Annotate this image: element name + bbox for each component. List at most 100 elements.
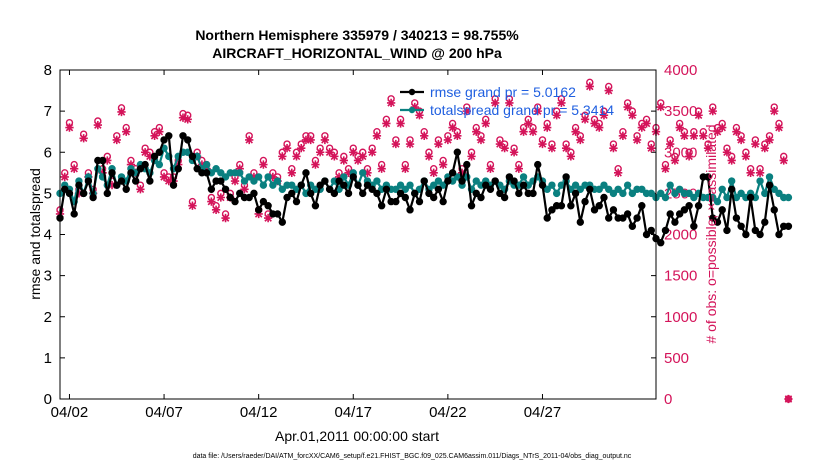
x-tick-label: 04/07 [145,404,183,421]
obs-assimilated-point [259,160,268,169]
obs-assimilated-point [481,119,490,128]
spread-point [548,181,556,189]
obs-assimilated-point [765,135,774,145]
obs-assimilated-point [609,143,618,153]
rmse-point [207,185,216,193]
obs-assimilated-point [391,139,401,149]
rmse-point [344,189,353,198]
spread-point [217,169,225,177]
y-right-tick-label: 0 [664,391,672,408]
spread-point [737,189,745,198]
obs-assimilated-point [197,160,207,169]
obs-assimilated-point [311,160,320,169]
obs-assimilated-point [70,164,79,173]
obs-assimilated-point [571,127,580,136]
rmse-point [254,206,263,214]
obs-assimilated-point [722,148,732,157]
rmse-point [685,202,693,210]
obs-assimilated-point [566,152,576,161]
rmse-point [619,214,627,222]
spread-point [288,181,296,189]
spread-point [604,185,613,193]
rmse-point [704,173,712,181]
obs-assimilated-point [315,148,325,157]
rmse-point [482,181,490,189]
obs-assimilated-point [420,131,429,140]
obs-assimilated-point [585,82,594,91]
obs-assimilated-point [632,135,642,145]
spread-point [250,177,258,185]
obs-assimilated-point [211,205,221,214]
rmse-point [690,222,698,230]
y-left-tick-label: 5 [44,185,52,202]
rmse-point [202,169,211,177]
rmse-point [453,148,462,156]
rmse-point [496,189,504,198]
rmse-point [373,189,381,198]
obs-assimilated-point [751,139,760,149]
y-right-tick-label: 1000 [664,309,697,326]
rmse-point [647,226,655,235]
rmse-point [709,214,717,222]
obs-assimilated-point [779,156,788,165]
obs-assimilated-point [117,107,126,117]
spread-point [718,185,726,193]
rmse-point [628,222,637,230]
rmse-point [486,185,495,193]
y-left-tick-label: 0 [44,391,52,408]
obs-assimilated-point [282,143,292,153]
spread-point [259,181,268,189]
rmse-point [245,193,253,202]
obs-assimilated-point [443,135,453,145]
obs-assimilated-point [263,213,273,223]
rmse-point [117,177,126,185]
spread-point [472,177,480,185]
rmse-point [429,193,438,202]
rmse-point [84,177,93,185]
spread-point [406,181,414,189]
rmse-point [330,189,339,198]
obs-assimilated-point [268,172,278,182]
rmse-point [529,189,537,198]
rmse-point [316,181,324,189]
spread-point [245,173,253,181]
spread-point [221,173,230,181]
obs-assimilated-point [178,113,188,122]
rmse-point [425,189,433,198]
obs-assimilated-point [207,197,216,206]
rmse-point [732,214,741,222]
y-right-tick-label: 2000 [664,227,697,244]
obs-assimilated-point [112,135,121,145]
spread-point [647,189,655,198]
rmse-point [604,214,613,222]
obs-assimilated-point [727,156,736,165]
spread-point [236,169,244,177]
rmse-point [122,185,130,193]
obs-assimilated-point [528,127,538,136]
rmse-point [61,185,69,193]
rmse-point [174,165,182,173]
obs-assimilated-point [254,209,263,219]
obs-assimilated-point [377,164,386,173]
rmse-point [221,185,230,193]
rmse-point [363,181,372,189]
obs-assimilated-point [533,106,542,116]
spread-point [756,177,764,185]
spread-point [155,160,164,169]
rmse-point [543,214,551,222]
rmse-point [65,189,74,198]
obs-assimilated-point [670,156,680,165]
obs-assimilated-point [183,115,192,124]
spread-point [727,177,736,185]
rmse-point [680,206,689,214]
rmse-point [113,181,121,189]
obs-assimilated-point [604,86,613,95]
spread-point [784,193,793,202]
rmse-point [623,210,632,218]
rmse-point [108,169,116,177]
rmse-point [250,189,258,198]
obs-assimilated-point [647,143,656,153]
spread-point [723,193,731,202]
spread-point [713,197,722,206]
spread-point [657,189,665,198]
